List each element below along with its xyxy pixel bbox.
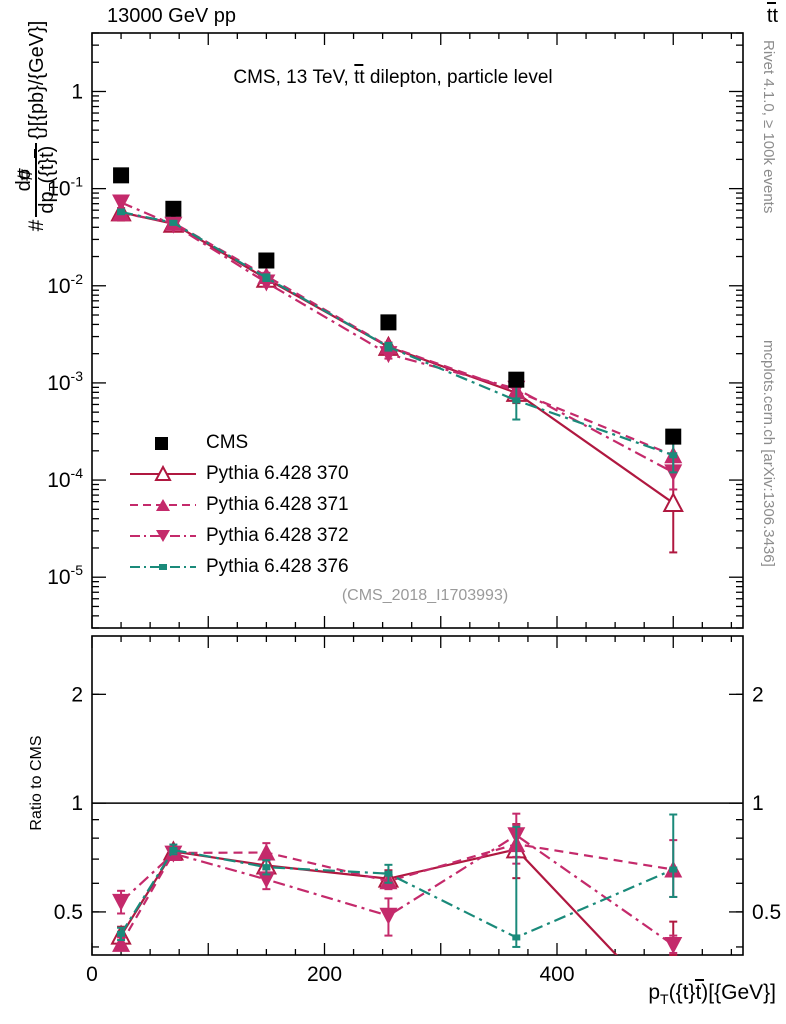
x-tick-2: 400 [539,963,574,986]
watermark: (CMS_2018_I1703993) [342,587,508,604]
legend-item-p376[interactable]: Pythia 6.428 376 [128,551,349,582]
data-marker-dot [384,343,393,350]
data-marker-triangle-up-open [662,491,684,513]
x-tick-1: 200 [307,963,342,986]
data-marker-triangle-up-filled [112,934,131,952]
data-marker-triangle-down-filled [112,893,131,911]
x-tick-labels: 0 200 400 [86,963,574,986]
x-axis-label-p: p [648,981,661,1004]
ratio-y-tick-left-0: 2 [71,683,83,706]
data-marker-triangle-down-filled [257,274,276,292]
data-marker-square [508,371,525,388]
data-marker-square [113,167,130,184]
legend-marker-p371 [128,495,198,515]
series-line [120,201,674,474]
x-axis-label-sub: T [660,991,669,1008]
ratio-series-line [120,848,674,939]
data-marker-dot [669,866,678,873]
x-tick-0: 0 [86,963,98,986]
data-marker-triangle-down-filled [379,907,398,925]
data-marker-dot [169,846,178,853]
main-panel-frame [91,32,744,629]
legend-label-cms: CMS [206,431,249,453]
header-left: 13000 GeV pp [107,5,236,27]
data-marker-triangle-down-filled [257,871,276,889]
legend-marker-p370 [128,464,198,484]
legend-marker-cms [128,433,198,453]
legend-label-p370: Pythia 6.428 370 [206,462,349,484]
data-marker-triangle-down-filled [379,346,398,364]
data-marker-square [258,252,275,269]
ratio-y-tick-right-0: 2 [752,683,764,706]
x-axis-label-rest: ({t}t)[{GeV}] [668,979,776,1004]
ratio-panel-frame [91,635,744,956]
legend-item-p370[interactable]: Pythia 6.428 370 [128,458,349,489]
legend-item-p371[interactable]: Pythia 6.428 371 [128,489,349,520]
data-marker-dot [669,452,678,459]
main-panel-ticks [91,32,743,629]
legend-label-p372: Pythia 6.428 372 [206,524,349,546]
ratio-y-tick-labels-right: 210.5 [752,683,781,924]
legend-item-cms[interactable]: CMS [128,427,349,458]
legend-label-p371: Pythia 6.428 371 [206,493,349,515]
ratio-y-tick-right-2: 0.5 [752,901,781,924]
x-axis-label: pT({t}t)[{GeV}] [648,979,776,1008]
data-marker-triangle-up-filled [257,843,276,861]
main-y-tick-1: 10-1 [47,174,83,201]
data-marker-square [165,200,182,217]
ratio-y-tick-right-1: 1 [752,792,764,815]
legend-marker-p372 [128,526,198,546]
ratio-panel-ticks [91,636,743,955]
ratio-series-line [120,833,674,946]
svg-text:#: # [14,169,37,181]
ratio-y-tick-labels: 210.5 [54,683,83,924]
data-marker-dot [169,219,178,226]
data-marker-dot [117,208,126,215]
legend: CMS Pythia 6.428 370 Pythia 6.428 371 [128,427,349,582]
data-marker-triangle-down-filled [112,194,131,212]
main-panel-data [110,167,684,554]
series-line [120,210,674,457]
data-marker-dot [262,274,271,281]
legend-item-p372[interactable]: Pythia 6.428 372 [128,520,349,551]
legend-marker-p376 [128,557,198,577]
main-y-tick-3: 10-3 [47,368,83,395]
main-y-tick-labels: 1 10-1 10-2 10-3 10-4 10-5 [47,80,83,589]
y-axis-label-main: # [2,30,50,320]
ratio-y-tick-left-1: 1 [71,792,83,815]
main-y-tick-2: 10-2 [47,271,83,298]
main-y-tick-0: 1 [71,80,83,103]
data-marker-triangle-down-filled [664,936,683,954]
data-marker-square [665,428,682,445]
data-marker-dot [512,934,521,941]
ratio-y-tick-left-2: 0.5 [54,901,83,924]
data-marker-square [380,314,397,331]
ratio-y-axis-label: Ratio to CMS [28,735,45,831]
legend-label-p376: Pythia 6.428 376 [206,555,349,577]
data-marker-dot [384,870,393,877]
main-y-tick-5: 10-5 [47,562,83,589]
data-marker-dot [262,864,271,871]
ratio-series-line [120,843,674,945]
main-y-tick-4: 10-4 [47,465,83,492]
ratio-panel-data [92,802,743,956]
series-line [120,212,674,457]
data-marker-dot [512,397,521,404]
ratio-series-line [120,848,618,955]
data-marker-dot [117,930,126,937]
